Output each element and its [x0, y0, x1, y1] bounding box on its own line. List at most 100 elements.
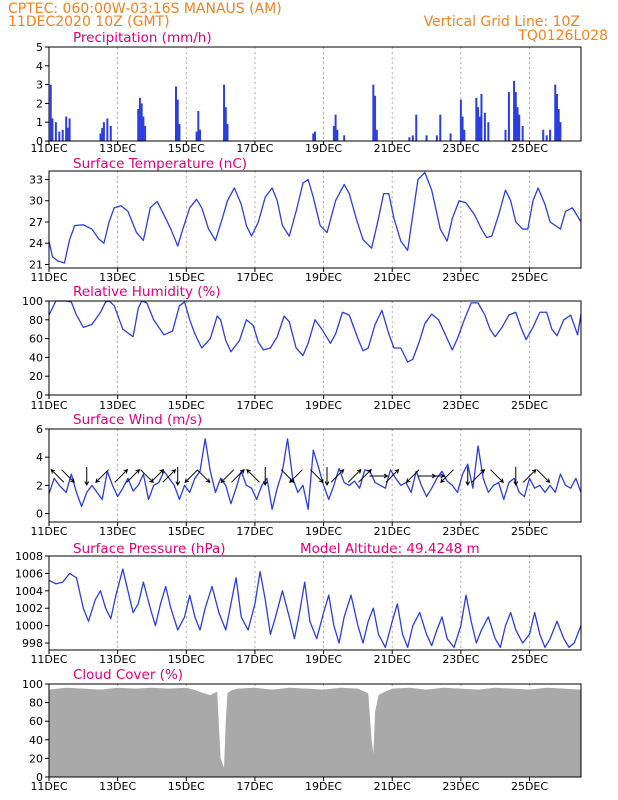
wind-arrow — [150, 468, 165, 483]
temperature-series-line — [48, 171, 582, 264]
x-tick-label: 25DEC — [511, 780, 548, 793]
precip-bar — [480, 94, 483, 141]
y-tick-label: 1002 — [15, 602, 43, 615]
x-tick-label: 25DEC — [511, 142, 548, 155]
precip-bar — [224, 107, 227, 141]
x-tick-label: 23DEC — [442, 271, 479, 284]
wind-arrow — [262, 467, 268, 487]
precip-bar — [411, 135, 414, 141]
temperature-frame — [48, 170, 582, 269]
x-tick-label: 13DEC — [99, 399, 136, 412]
wind-arrow — [50, 468, 65, 483]
precip-bar — [513, 80, 516, 141]
y-tick-label: 6 — [36, 423, 43, 436]
precip-bar — [58, 131, 61, 141]
x-tick-label: 23DEC — [442, 142, 479, 155]
x-tick-label: 21DEC — [374, 780, 411, 793]
precip-bar — [106, 118, 109, 141]
wind-arrow — [347, 468, 362, 483]
precip-bar — [478, 116, 481, 141]
x-tick-label: 17DEC — [236, 525, 273, 538]
x-tick-label: 11DEC — [30, 525, 67, 538]
x-tick-label: 11DEC — [30, 399, 67, 412]
x-tick-label: 17DEC — [236, 271, 273, 284]
x-tick-label: 25DEC — [511, 271, 548, 284]
x-tick-label: 23DEC — [442, 399, 479, 412]
wind-arrow — [330, 468, 345, 483]
temperature-panel: 21 24 27 30 33 11DEC 13DEC 15DEC 17DEC 19DEC 21DEC… — [29, 156, 582, 284]
precip-bar — [140, 103, 143, 141]
x-tick-label: 19DEC — [305, 653, 342, 666]
x-tick-label: 13DEC — [99, 780, 136, 793]
wind-arrow — [184, 469, 199, 484]
x-tick-label: 25DEC — [511, 653, 548, 666]
wind-arrow — [162, 468, 177, 483]
cloud-cover-title: Cloud Cover (%) — [73, 667, 183, 683]
precip-bar — [51, 118, 54, 141]
wind-arrow — [465, 467, 471, 487]
wind-arrow — [231, 468, 245, 483]
x-tick-label: 15DEC — [168, 142, 205, 155]
y-tick-label: 100 — [22, 678, 43, 691]
precip-bar — [549, 129, 552, 141]
precip-bar — [144, 125, 147, 141]
x-tick-label: 17DEC — [236, 142, 273, 155]
wind-series-line — [48, 438, 582, 510]
humidity-series-line — [48, 300, 582, 363]
model-altitude-annotation: Model Altitude: 49.4248 m — [300, 541, 480, 557]
x-tick-label: 13DEC — [99, 271, 136, 284]
precip-bar — [514, 92, 517, 141]
precip-bar — [425, 135, 428, 141]
wind-arrow — [426, 473, 446, 479]
wind-arrow — [140, 469, 154, 484]
y-tick-label: 998 — [22, 637, 43, 650]
x-tick-label: 19DEC — [305, 271, 342, 284]
precip-bar — [102, 122, 105, 141]
precip-bar — [507, 92, 510, 141]
header-station: CPTEC: 060:00W-03:16S MANAUS (AM) — [8, 1, 282, 17]
pressure-series-line — [48, 568, 582, 649]
y-tick-label: 33 — [29, 173, 43, 186]
precip-bar — [516, 107, 519, 141]
x-tick-label: 25DEC — [511, 399, 548, 412]
y-tick-label: 20 — [29, 752, 43, 765]
humidity-title: Relative Humidity (%) — [73, 284, 221, 300]
precip-bar — [178, 124, 181, 141]
y-tick-label: 80 — [29, 697, 43, 710]
y-tick-label: 24 — [29, 237, 43, 250]
x-tick-label: 15DEC — [168, 399, 205, 412]
header-grid-note: Vertical Grid Line: 10Z — [424, 14, 580, 30]
precip-bar — [65, 116, 68, 141]
x-tick-label: 19DEC — [305, 399, 342, 412]
precip-bar — [99, 133, 102, 141]
x-tick-label: 21DEC — [374, 142, 411, 155]
y-tick-label: 40 — [29, 351, 43, 364]
y-tick-label: 21 — [29, 258, 43, 271]
wind-arrow — [196, 469, 211, 484]
humidity-frame — [48, 300, 582, 396]
wind-arrow — [440, 469, 454, 484]
wind-arrow — [84, 467, 90, 487]
y-tick-label: 2 — [36, 479, 43, 492]
x-tick-label: 23DEC — [442, 780, 479, 793]
y-tick-label: 30 — [29, 195, 43, 208]
wind-arrow — [385, 468, 400, 483]
precip-bar — [336, 129, 339, 141]
precip-bar — [142, 116, 145, 141]
x-tick-label: 21DEC — [374, 271, 411, 284]
precip-bar — [504, 129, 507, 141]
y-tick-label: 4 — [36, 60, 43, 73]
x-tick-label: 11DEC — [30, 271, 67, 284]
precip-bar — [68, 118, 71, 141]
x-tick-label: 23DEC — [442, 653, 479, 666]
pressure-panel: 998 1000 1002 1004 1006 1008 11DEC 13DEC 15DEC 17… — [15, 541, 582, 666]
wind-arrow — [95, 469, 109, 484]
precip-bar — [197, 110, 200, 141]
precip-bar — [174, 86, 177, 141]
precip-bar — [555, 94, 558, 141]
y-tick-label: 5 — [36, 41, 43, 54]
precip-bar — [334, 114, 337, 141]
y-tick-label: 1 — [36, 116, 43, 129]
precip-bar — [545, 135, 548, 141]
